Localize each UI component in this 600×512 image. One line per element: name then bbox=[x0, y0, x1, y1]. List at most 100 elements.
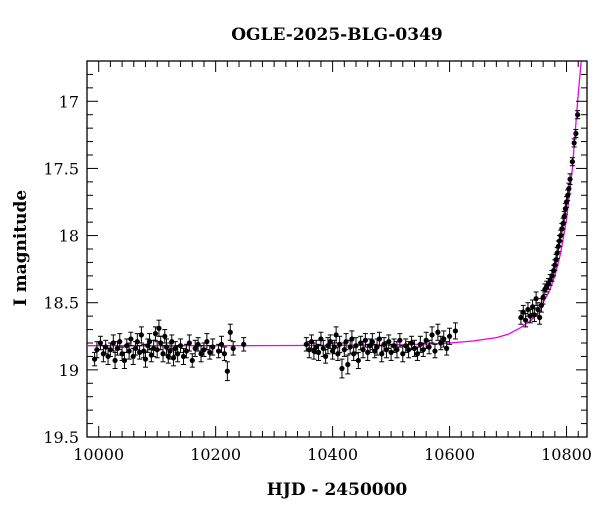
data-marker bbox=[343, 339, 349, 345]
data-marker bbox=[186, 340, 192, 346]
data-marker bbox=[126, 348, 132, 354]
data-marker bbox=[170, 355, 177, 361]
data-marker bbox=[241, 341, 247, 347]
data-marker bbox=[97, 340, 104, 346]
data-point bbox=[318, 331, 324, 347]
data-marker bbox=[311, 348, 317, 354]
plot-frame bbox=[86, 60, 588, 438]
data-marker bbox=[210, 344, 216, 350]
data-point bbox=[360, 341, 366, 359]
data-point bbox=[452, 322, 459, 340]
data-point bbox=[308, 334, 315, 349]
data-marker bbox=[571, 140, 577, 146]
data-marker bbox=[367, 343, 373, 349]
data-marker bbox=[172, 345, 178, 351]
data-point bbox=[207, 345, 213, 360]
data-marker bbox=[522, 317, 529, 323]
data-marker bbox=[355, 357, 361, 364]
data-marker bbox=[218, 341, 225, 347]
data-point bbox=[177, 338, 184, 353]
y-tick-label: 18 bbox=[59, 227, 79, 246]
data-point bbox=[339, 358, 345, 379]
data-point bbox=[128, 331, 134, 347]
data-point bbox=[137, 345, 143, 360]
data-marker bbox=[403, 343, 409, 349]
data-point bbox=[183, 343, 190, 359]
data-marker bbox=[408, 340, 415, 346]
data-point bbox=[315, 343, 322, 361]
data-marker bbox=[406, 347, 412, 353]
data-marker bbox=[444, 345, 450, 351]
data-marker bbox=[540, 294, 546, 300]
data-marker bbox=[154, 347, 160, 353]
y-axis-label: I magnitude bbox=[11, 190, 31, 307]
data-point bbox=[432, 343, 438, 359]
data-marker bbox=[134, 339, 140, 345]
data-point bbox=[429, 326, 435, 344]
data-point bbox=[403, 338, 409, 353]
data-marker bbox=[441, 336, 447, 342]
data-point bbox=[311, 342, 317, 360]
data-marker bbox=[207, 349, 213, 355]
data-marker bbox=[337, 341, 343, 347]
data-marker bbox=[189, 357, 195, 364]
data-marker bbox=[230, 345, 236, 351]
data-marker bbox=[124, 343, 130, 349]
data-marker bbox=[362, 337, 368, 343]
data-marker bbox=[128, 336, 134, 342]
data-point bbox=[210, 338, 216, 356]
data-marker bbox=[537, 314, 543, 321]
data-point bbox=[573, 128, 579, 139]
data-marker bbox=[575, 112, 581, 118]
model-curve-group bbox=[87, 61, 582, 347]
data-point bbox=[146, 333, 153, 351]
data-marker bbox=[573, 130, 579, 137]
data-marker bbox=[569, 159, 575, 165]
data-point bbox=[372, 343, 378, 359]
data-marker bbox=[452, 328, 459, 334]
x-tick-label: 10600 bbox=[424, 445, 475, 464]
data-point bbox=[369, 333, 375, 351]
data-point bbox=[353, 337, 359, 355]
data-point bbox=[343, 333, 349, 351]
data-marker bbox=[435, 329, 441, 335]
data-marker bbox=[446, 333, 453, 339]
data-marker bbox=[158, 340, 164, 346]
data-point bbox=[527, 308, 533, 324]
data-marker bbox=[429, 332, 435, 338]
data-marker bbox=[567, 176, 573, 182]
data-point bbox=[391, 338, 397, 353]
data-marker bbox=[227, 329, 233, 335]
data-marker bbox=[376, 336, 382, 342]
data-marker bbox=[322, 353, 329, 360]
data-marker bbox=[349, 336, 355, 342]
data-marker bbox=[192, 345, 198, 351]
data-point bbox=[376, 331, 382, 347]
data-marker bbox=[303, 341, 309, 347]
data-point bbox=[379, 345, 385, 363]
data-marker bbox=[353, 343, 359, 349]
data-point bbox=[567, 173, 573, 186]
data-marker bbox=[156, 325, 162, 331]
data-marker bbox=[204, 339, 210, 345]
data-marker bbox=[325, 343, 331, 349]
data-point bbox=[224, 361, 230, 382]
data-point bbox=[569, 157, 575, 167]
data-marker bbox=[110, 340, 116, 346]
x-tick-label: 10400 bbox=[307, 445, 358, 464]
data-point bbox=[446, 327, 453, 345]
data-marker bbox=[94, 347, 100, 353]
data-point bbox=[313, 339, 319, 355]
x-tick-label: 10200 bbox=[190, 445, 241, 464]
data-marker bbox=[221, 351, 228, 357]
axis-ticks-group: 10000 10200 10400 10600 10800 17 17.5 18 18.5 19 1… bbox=[43, 60, 592, 464]
data-point bbox=[204, 333, 210, 351]
data-marker bbox=[331, 344, 337, 350]
data-marker bbox=[313, 344, 319, 350]
data-marker bbox=[183, 348, 190, 354]
data-marker bbox=[379, 351, 385, 357]
data-point bbox=[97, 335, 104, 351]
y-tick-label: 18.5 bbox=[43, 294, 79, 313]
data-marker bbox=[372, 348, 378, 354]
